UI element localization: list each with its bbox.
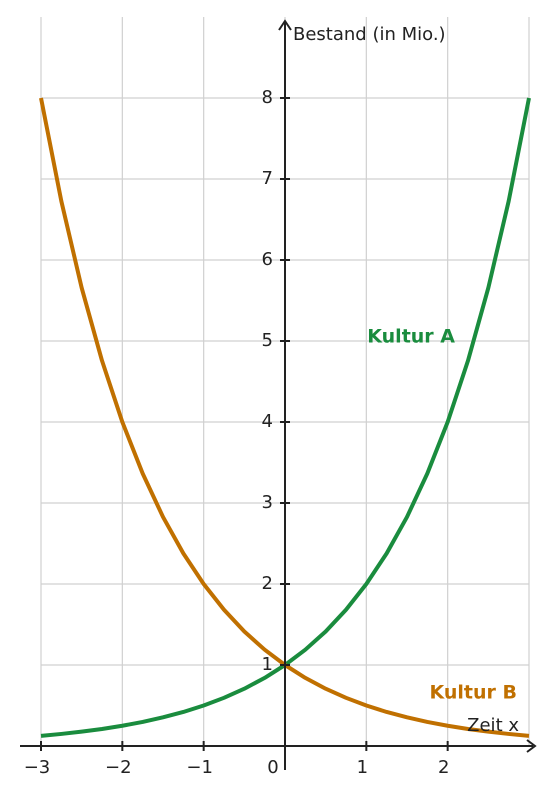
x-tick-label: 0 bbox=[267, 757, 278, 778]
x-tick-label: −2 bbox=[105, 757, 132, 778]
y-axis-label: Bestand (in Mio.) bbox=[293, 24, 446, 45]
x-tick-label: 2 bbox=[438, 757, 449, 778]
y-tick-label: 1 bbox=[262, 654, 273, 675]
axes: −3 −2 −1 0 1 2 1 2 3 4 5 6 7 8 Bestand (in Mio.) Zeit x bbox=[20, 19, 537, 778]
y-tick-label: 7 bbox=[262, 168, 273, 189]
x-axis-label: Zeit x bbox=[467, 715, 519, 736]
y-tick-label: 2 bbox=[262, 573, 273, 594]
x-tick-label: −1 bbox=[186, 757, 213, 778]
y-tick-label: 5 bbox=[262, 330, 273, 351]
x-axis-arrow bbox=[526, 739, 537, 753]
y-tick-label: 3 bbox=[262, 492, 273, 513]
y-axis-arrow bbox=[278, 19, 292, 31]
series-label: Kultur A bbox=[367, 326, 455, 348]
series-label: Kultur B bbox=[429, 682, 517, 704]
y-tick-label: 4 bbox=[262, 411, 273, 432]
x-tick-label: −3 bbox=[24, 757, 51, 778]
x-tick-label: 1 bbox=[357, 757, 368, 778]
y-tick-label: 6 bbox=[262, 249, 273, 270]
y-tick-label: 8 bbox=[262, 87, 273, 108]
